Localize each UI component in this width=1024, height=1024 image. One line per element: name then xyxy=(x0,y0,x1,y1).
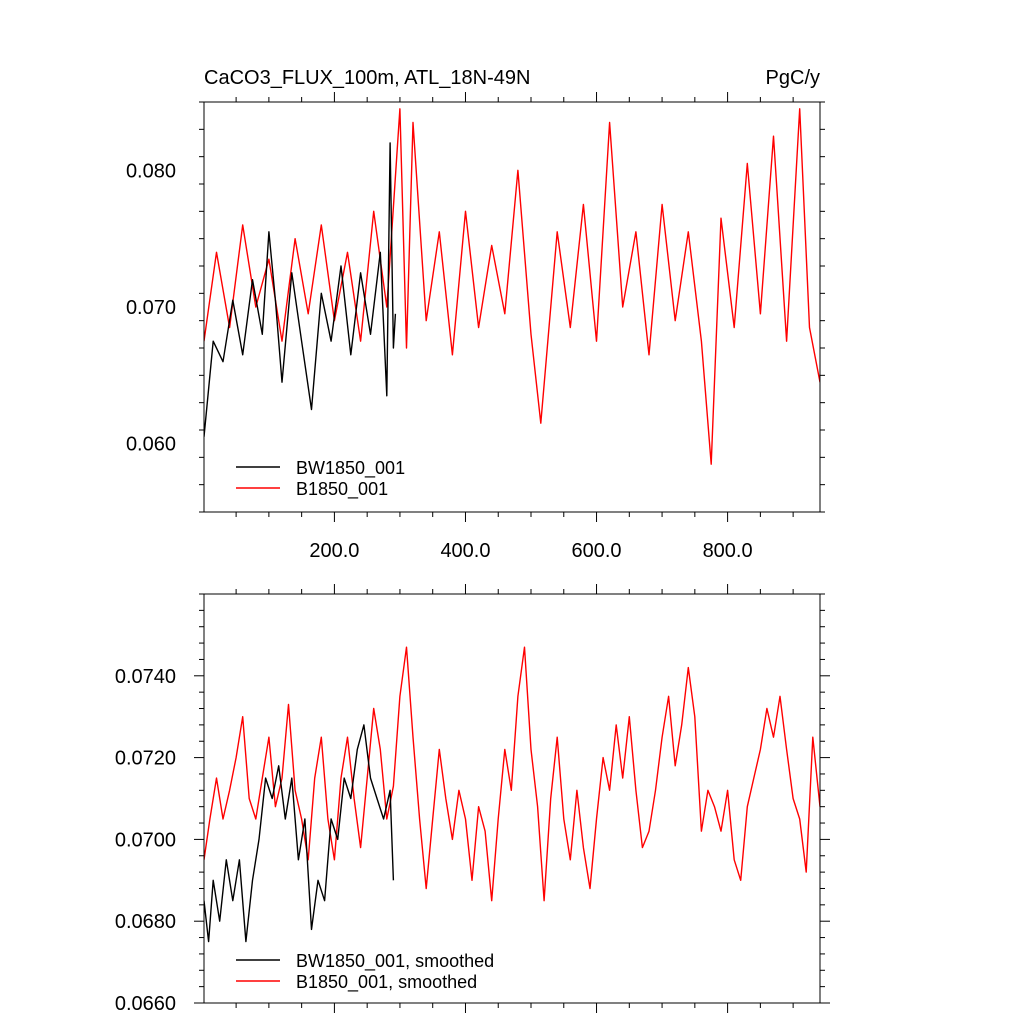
bottom-plot-frame xyxy=(203,593,821,1004)
bottom-y-tick-label: 0.0700 xyxy=(115,829,176,851)
bottom-y-tick-label: 0.0740 xyxy=(115,666,176,688)
top-series-line-bw1850 xyxy=(204,142,397,437)
chart-title-left: CaCO3_FLUX_100m, ATL_18N-49N xyxy=(204,67,530,89)
bottom-legend-label-bw1850: BW1850_001, smoothed xyxy=(296,951,494,972)
top-plot-frame xyxy=(203,101,821,513)
bottom-legend-label-b1850: B1850_001, smoothed xyxy=(296,972,477,993)
top-x-tick-label: 600.0 xyxy=(572,540,622,562)
top-legend-label-bw1850: BW1850_001 xyxy=(296,458,405,479)
bottom-y-tick-label: 0.0720 xyxy=(115,748,176,770)
top-x-tick-label: 200.0 xyxy=(309,540,359,562)
top-legend-label-b1850: B1850_001 xyxy=(296,479,388,500)
top-x-tick-label: 400.0 xyxy=(440,540,490,562)
top-x-tick-label: 800.0 xyxy=(703,540,753,562)
chart-title-right: PgC/y xyxy=(766,67,820,89)
bottom-series-line-bw1850 xyxy=(204,724,395,943)
bottom-series-line-b1850 xyxy=(204,646,820,902)
top-y-tick-label: 0.080 xyxy=(126,160,176,182)
top-series-line-b1850 xyxy=(204,108,820,465)
top-y-tick-label: 0.070 xyxy=(126,297,176,319)
bottom-y-tick-label: 0.0680 xyxy=(115,911,176,933)
top-y-tick-label: 0.060 xyxy=(126,434,176,456)
bottom-panel: 0.0660 0.0680 0.0700 0.0720 0.0740 BW1850_001… xyxy=(115,584,830,1015)
top-panel: 200.0 400.0 600.0 800.0 0.060 0.070 0.080 BW185… xyxy=(126,92,825,562)
bottom-y-tick-label: 0.0660 xyxy=(115,993,176,1015)
